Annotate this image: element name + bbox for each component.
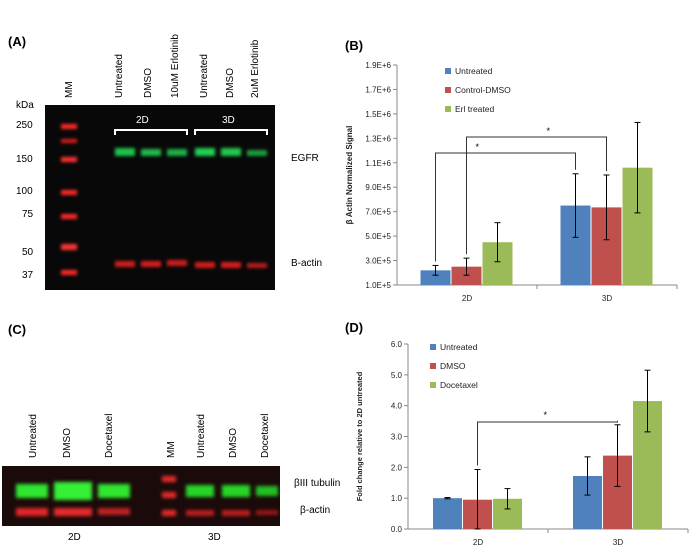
chart-b-significance-bracket xyxy=(435,152,576,262)
marker-50: 50 xyxy=(22,247,34,258)
chart-b-legend-label: Erl treated xyxy=(455,104,494,114)
panel-d-letter: (D) xyxy=(345,320,364,335)
chart-b-bar-control-dmso-2D xyxy=(451,266,482,285)
lane-label-c-2: DMSO xyxy=(62,428,73,458)
chart-d-ytick-label: 1.0 xyxy=(391,494,403,503)
chart-b-legend-swatch xyxy=(445,68,451,74)
kda-label: kDa xyxy=(16,100,34,111)
chart-b-significance-bracket xyxy=(466,136,607,255)
chart-b-ytick-label: 1.7E+6 xyxy=(365,85,391,94)
chart-b-ytick-label: 9.0E+5 xyxy=(365,183,391,192)
chart-b-ytick-label: 3.0E+5 xyxy=(365,257,391,266)
panel-a-letter: (A) xyxy=(8,34,27,49)
chart-d-legend-swatch xyxy=(430,382,436,388)
chart-b-ytick-label: 1.0E+5 xyxy=(365,281,391,290)
lane-label-c-1: Untreated xyxy=(28,414,39,458)
chart-b-ylabel: β Actin Normalized Signal xyxy=(345,126,354,225)
lane-label-c-6: DMSO xyxy=(228,428,239,458)
lane-label-a-2: DMSO xyxy=(143,68,154,98)
lane-label-a-4: Untreated xyxy=(199,54,210,98)
group-3d-a: 3D xyxy=(222,115,235,126)
chart-d-ytick-label: 6.0 xyxy=(391,340,403,349)
chart-d-category-label: 3D xyxy=(613,538,623,547)
mm-label: MM xyxy=(64,81,75,98)
marker-100: 100 xyxy=(16,186,33,197)
chart-d-legend-swatch xyxy=(430,344,436,350)
lane-label-c-5: Untreated xyxy=(196,414,207,458)
chart-d-significance-bracket xyxy=(477,420,618,466)
lane-label-c-4: MM xyxy=(166,441,177,458)
lane-label-a-6: 2uM Erlotinib xyxy=(250,39,261,98)
group-3d-c: 3D xyxy=(208,532,221,543)
marker-250: 250 xyxy=(16,120,33,131)
chart-b-ytick-label: 1.3E+6 xyxy=(365,134,391,143)
band-label-egfr: EGFR xyxy=(291,153,319,164)
chart-b-ytick-label: 7.0E+5 xyxy=(365,208,391,217)
group-2d-c: 2D xyxy=(68,532,81,543)
lane-label-a-3: 10uM Erlotinib xyxy=(170,34,181,98)
lane-label-a-5: DMSO xyxy=(225,68,236,98)
chart-d-ytick-label: 2.0 xyxy=(391,463,403,472)
chart-d-ytick-label: 0.0 xyxy=(391,525,403,534)
chart-b-legend-label: Control-DMSO xyxy=(455,85,511,95)
bar-chart-b: 1.0E+5 3.0E+5 5.0E+5 7.0E+5 9.0E+5 1.1E+6 1.3E… xyxy=(345,61,678,303)
chart-b-ytick-label: 5.0E+5 xyxy=(365,232,391,241)
panel-c-letter: (C) xyxy=(8,322,27,337)
chart-d-legend-swatch xyxy=(430,363,436,369)
chart-b-ytick-label: 1.1E+6 xyxy=(365,159,391,168)
western-blot-a xyxy=(45,105,275,290)
panel-b-letter: (B) xyxy=(345,38,364,53)
chart-b-ytick-label: 1.5E+6 xyxy=(365,110,391,119)
chart-d-significance-star: * xyxy=(544,410,548,420)
chart-b-significance-star: * xyxy=(547,126,551,136)
band-label-tubulin: βIII tubulin xyxy=(294,478,341,489)
band-label-actin-a: B-actin xyxy=(291,258,323,269)
marker-150: 150 xyxy=(16,154,33,165)
chart-d-ytick-label: 5.0 xyxy=(391,371,403,380)
chart-b-bar-untreated-2D xyxy=(420,270,451,285)
chart-d-category-label: 2D xyxy=(473,538,483,547)
band-label-actin-c: β-actin xyxy=(300,505,331,516)
lane-label-c-7: Docetaxel xyxy=(260,413,271,458)
chart-d-ytick-label: 4.0 xyxy=(391,402,403,411)
western-blot-c xyxy=(2,466,280,526)
chart-d-legend-label: Untreated xyxy=(440,342,478,352)
group-2d-a: 2D xyxy=(136,115,149,126)
chart-d-ylabel: Fold change relative to 2D untreated xyxy=(355,371,364,501)
marker-75: 75 xyxy=(22,209,34,220)
chart-b-category-label: 2D xyxy=(462,294,472,303)
chart-b-significance-star: * xyxy=(476,142,480,152)
chart-d-legend-label: DMSO xyxy=(440,361,466,371)
chart-b-legend-label: Untreated xyxy=(455,66,493,76)
marker-37: 37 xyxy=(22,270,34,281)
bar-chart-d: 0.0 1.0 2.0 3.0 4.0 5.0 6.0 Fold change relativ… xyxy=(355,340,689,547)
chart-b-legend-swatch xyxy=(445,106,451,112)
chart-b-legend-swatch xyxy=(445,87,451,93)
chart-b-ytick-label: 1.9E+6 xyxy=(365,61,391,70)
chart-b-category-label: 3D xyxy=(602,294,612,303)
lane-label-a-1: Untreated xyxy=(114,54,125,98)
chart-d-legend-label: Docetaxel xyxy=(440,380,478,390)
chart-d-bar-untreated-2D xyxy=(433,498,462,529)
lane-label-c-3: Docetaxel xyxy=(104,413,115,458)
chart-d-ytick-label: 3.0 xyxy=(391,433,403,442)
